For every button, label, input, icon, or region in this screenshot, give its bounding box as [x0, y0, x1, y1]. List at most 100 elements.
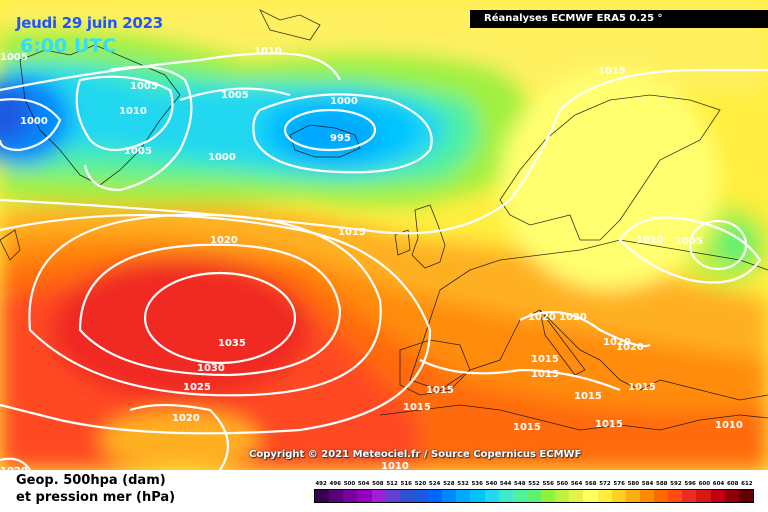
color-scale-bar	[314, 489, 754, 503]
isobar-label: 1015	[338, 227, 366, 238]
isobar-label: 1000	[20, 116, 48, 127]
scale-label: 528	[443, 481, 455, 487]
source-label: Réanalyses ECMWF ERA5 0.25 °	[470, 10, 768, 28]
scale-swatch	[357, 490, 372, 502]
isobar-label: 1015	[531, 369, 559, 380]
scale-swatch	[597, 490, 612, 502]
isobar-label: 1020	[0, 466, 28, 470]
scale-label: 500	[343, 481, 356, 487]
scale-swatch	[428, 490, 443, 502]
isobar-1030	[78, 243, 342, 377]
scale-swatch	[682, 490, 697, 502]
isobars	[0, 52, 768, 470]
isobar-label: 1005	[0, 52, 28, 63]
isobar-label: 1015	[403, 402, 431, 413]
scale-label: 560	[556, 481, 569, 487]
scale-swatch	[611, 490, 626, 502]
scale-label: 496	[329, 481, 342, 487]
isobar-label: 1010	[119, 106, 147, 117]
scale-swatch	[371, 490, 386, 502]
isobar-label: 1020	[210, 235, 238, 246]
isobar-label: 1015	[598, 66, 626, 77]
isobar-1035	[143, 271, 297, 365]
weather-map: 1005 1010 1005 1010 1005 1000 995 1000 1…	[0, 0, 768, 470]
scale-swatch	[442, 490, 457, 502]
scale-label: 588	[655, 481, 668, 487]
scale-label: 604	[712, 481, 725, 487]
isobar-995	[283, 108, 377, 152]
scale-label: 516	[400, 481, 412, 487]
scale-swatch	[456, 490, 471, 502]
scale-label: 556	[542, 481, 554, 487]
scale-swatch	[583, 490, 598, 502]
scale-label: 596	[684, 481, 696, 487]
isobar-label: 1015	[595, 419, 623, 430]
scale-label: 544	[499, 481, 512, 487]
isobar-label: 1010	[381, 461, 409, 470]
scale-swatch	[399, 490, 414, 502]
scale-label: 608	[726, 481, 739, 487]
scale-label: 600	[698, 481, 711, 487]
map-time: 6:00 UTC	[20, 35, 117, 57]
isobar-label: 1010	[636, 235, 664, 246]
scale-label: 580	[627, 481, 640, 487]
scale-swatch	[526, 490, 541, 502]
isobar-1015	[0, 68, 768, 235]
isobar-label: 1015	[574, 391, 602, 402]
scale-swatch	[385, 490, 400, 502]
scale-swatch	[541, 490, 556, 502]
legend-line-1: Geop. 500hpa (dam)	[16, 473, 166, 488]
scale-swatch	[555, 490, 570, 502]
isobar-label: 1000	[208, 152, 236, 163]
scale-label: 548	[514, 481, 526, 487]
scale-swatch	[724, 490, 739, 502]
isobar-label: 1020	[528, 312, 556, 323]
scale-swatch	[498, 490, 513, 502]
scale-label: 576	[613, 481, 625, 487]
scale-swatch	[413, 490, 428, 502]
isobar-label: 1035	[218, 338, 246, 349]
scale-swatch	[470, 490, 485, 502]
scale-label: 612	[741, 481, 753, 487]
scale-swatch	[710, 490, 725, 502]
isobar-label: 1005	[124, 146, 152, 157]
isobar-label: 1010	[715, 420, 743, 431]
isobar-label: 1015	[513, 422, 541, 433]
legend-title: Geop. 500hpa (dam) et pression mer (hPa)	[16, 472, 175, 506]
legend-line-2: et pression mer (hPa)	[16, 490, 176, 505]
isobar-label: 1000	[330, 96, 358, 107]
isobar-label: 1005	[221, 90, 249, 101]
scale-swatch	[625, 490, 640, 502]
isobar-label: 1015	[531, 354, 559, 365]
scale-label: 512	[386, 481, 398, 487]
scale-label: 540	[485, 481, 498, 487]
scale-swatch	[569, 490, 584, 502]
coastlines	[0, 9, 768, 431]
scale-swatch	[484, 490, 499, 502]
scale-label: 532	[457, 481, 469, 487]
scale-label: 492	[315, 481, 327, 487]
isobar-label: 1010	[254, 46, 282, 57]
isobar-1025	[28, 213, 382, 397]
copyright-notice: Copyright © 2021 Meteociel.fr / Source C…	[249, 449, 582, 460]
isobar-label: 1030	[197, 363, 225, 374]
scale-label: 504	[357, 481, 370, 487]
scale-label: 572	[599, 481, 611, 487]
scale-swatch	[738, 490, 753, 502]
isobar-label: 1005	[675, 236, 703, 247]
scale-label: 536	[471, 481, 483, 487]
scale-label: 592	[670, 481, 682, 487]
scale-swatch	[315, 490, 330, 502]
scale-swatch	[329, 490, 344, 502]
isobar-labels: 1005 1010 1005 1010 1005 1000 995 1000 1…	[0, 46, 743, 470]
isobar-1000	[252, 93, 433, 174]
scale-label: 564	[570, 481, 583, 487]
scale-swatch	[696, 490, 711, 502]
scale-swatch	[512, 490, 527, 502]
isobar-label: 1020	[559, 312, 587, 323]
isobar-label: 1015	[426, 385, 454, 396]
color-scale-labels: 492 496 500 504 508 512 516 520 524 528 532 536 540 5…	[314, 481, 754, 489]
isobar-label: 1025	[183, 382, 211, 393]
scale-swatch	[654, 490, 669, 502]
scale-label: 508	[372, 481, 384, 487]
